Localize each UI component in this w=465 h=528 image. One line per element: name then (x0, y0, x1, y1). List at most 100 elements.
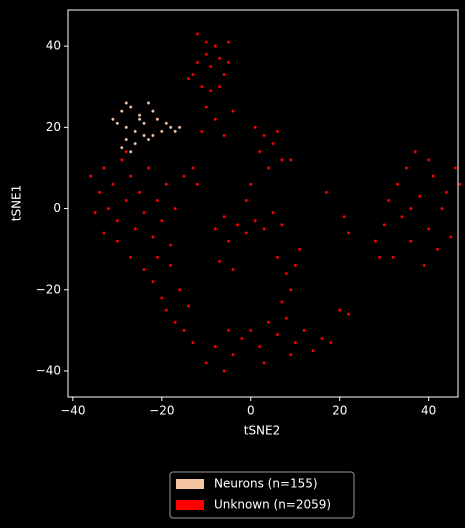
point (177, 288, 182, 292)
point (431, 174, 435, 178)
point (173, 320, 177, 325)
point (155, 198, 160, 203)
point (200, 129, 204, 134)
point (413, 149, 418, 154)
point (102, 231, 106, 235)
point (257, 344, 262, 349)
point (444, 190, 449, 195)
point (160, 129, 164, 134)
point (382, 223, 386, 227)
point (386, 198, 391, 203)
y-tick-label: 20 (46, 120, 61, 134)
point (177, 125, 182, 130)
y-tick-label: 0 (53, 201, 61, 215)
point (168, 125, 173, 130)
point (133, 129, 137, 134)
point (195, 32, 200, 36)
point (115, 239, 120, 243)
point (284, 316, 289, 320)
point (151, 133, 155, 138)
point (217, 85, 222, 89)
point (124, 125, 129, 130)
point (146, 101, 151, 105)
point (231, 109, 235, 113)
point (222, 214, 226, 219)
point (146, 137, 151, 142)
point (257, 149, 262, 154)
point (151, 279, 155, 284)
point (168, 263, 173, 268)
point (275, 255, 280, 260)
x-tick-label: −20 (149, 404, 174, 418)
point (102, 166, 106, 170)
point (160, 219, 164, 223)
point (120, 145, 124, 150)
point (426, 158, 431, 162)
point (337, 308, 342, 312)
point (124, 198, 129, 203)
point (222, 72, 226, 77)
point (213, 344, 217, 349)
point (440, 206, 444, 211)
point (329, 340, 333, 345)
point (191, 166, 195, 170)
point (160, 296, 164, 300)
point (249, 182, 253, 186)
point (173, 206, 177, 211)
point (213, 44, 217, 48)
point (124, 137, 129, 142)
point (409, 239, 413, 243)
point (124, 101, 129, 105)
point (191, 340, 195, 345)
x-tick-label: 20 (332, 404, 347, 418)
point (426, 227, 431, 231)
point (262, 133, 266, 138)
point (280, 158, 284, 162)
point (120, 158, 124, 162)
point (449, 235, 453, 239)
point (289, 353, 293, 357)
point (266, 320, 271, 325)
point (208, 89, 213, 93)
point (200, 85, 204, 89)
legend-swatch (176, 500, 204, 510)
point (222, 369, 226, 373)
point (253, 125, 257, 130)
point (253, 219, 257, 223)
point (346, 312, 351, 316)
point (164, 121, 169, 126)
y-axis-label: tSNE1 (10, 185, 24, 222)
point (311, 348, 315, 353)
point (226, 239, 231, 243)
x-axis-label: tSNE2 (244, 424, 281, 438)
point (151, 235, 155, 239)
point (115, 219, 120, 223)
legend-swatch (176, 479, 204, 489)
point (182, 174, 186, 178)
point (226, 60, 231, 65)
point (409, 206, 413, 211)
point (235, 223, 240, 227)
point (262, 227, 266, 231)
point (213, 227, 217, 231)
point (377, 255, 382, 260)
point (146, 166, 151, 170)
point (191, 72, 195, 77)
point (128, 174, 133, 178)
point (182, 328, 186, 333)
x-tick-label: 40 (421, 404, 436, 418)
legend-label: Neurons (n=155) (214, 477, 318, 491)
point (142, 267, 146, 272)
point (195, 182, 200, 186)
point (320, 336, 324, 341)
point (164, 182, 169, 186)
point (208, 64, 213, 69)
legend-label: Unknown (n=2059) (214, 498, 331, 512)
point (173, 129, 177, 134)
point (133, 227, 137, 231)
point (404, 166, 409, 170)
point (204, 105, 209, 109)
point (249, 328, 253, 333)
